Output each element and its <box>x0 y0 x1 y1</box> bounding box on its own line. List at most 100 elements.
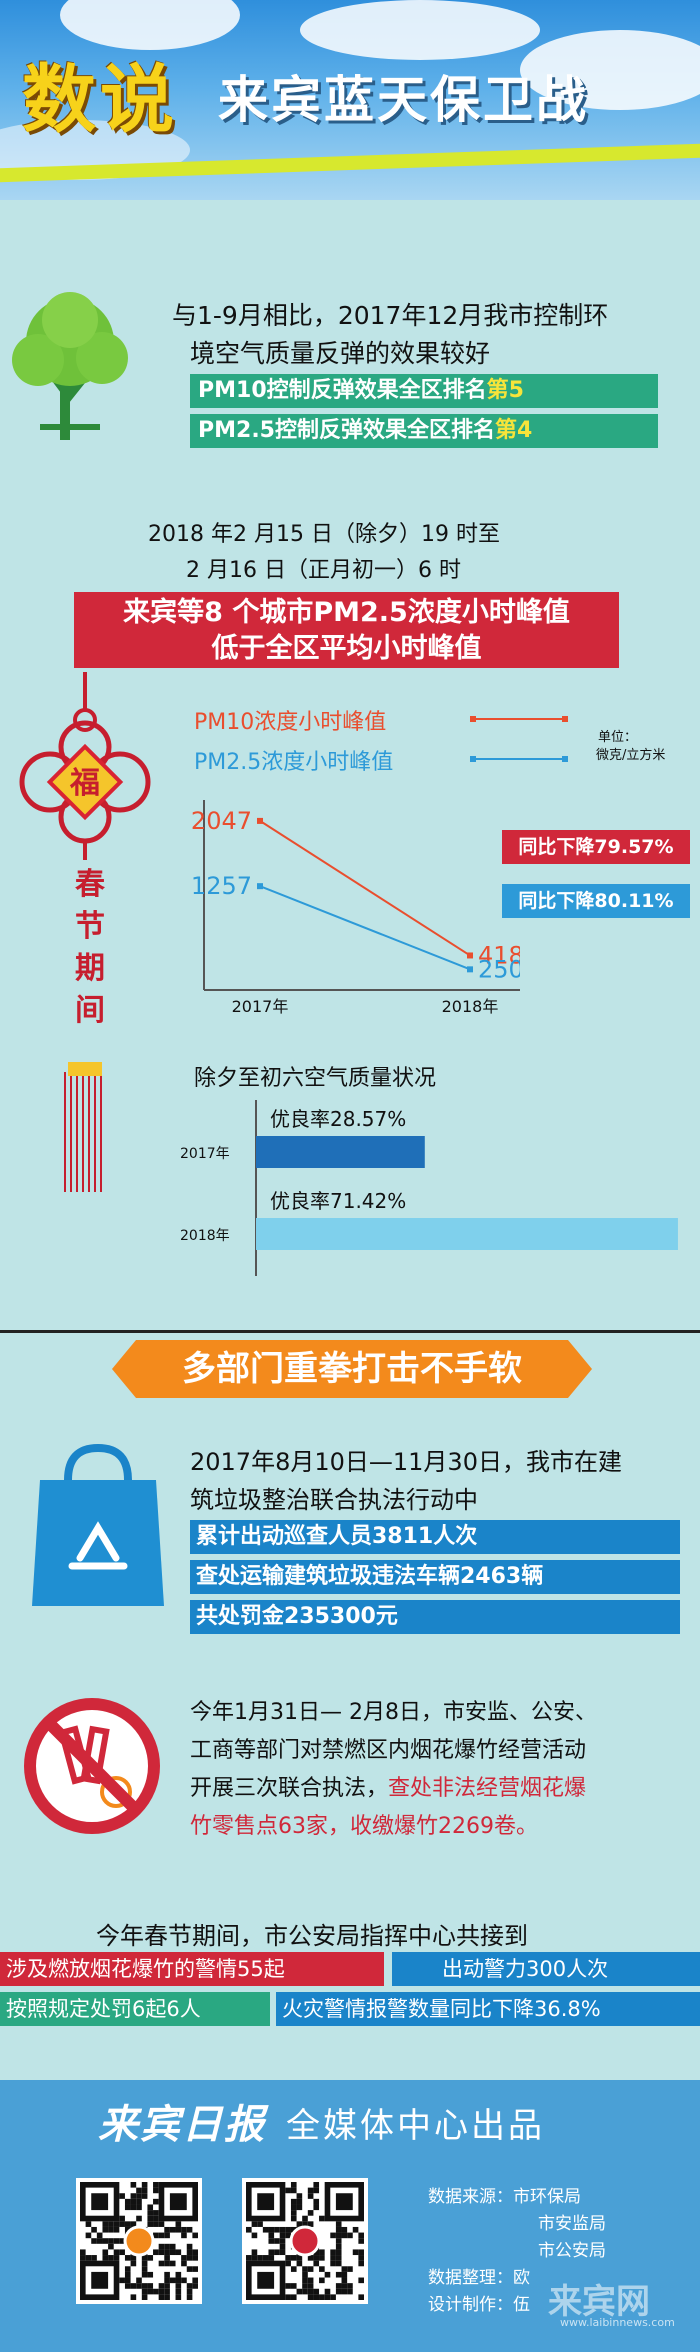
qr-module <box>335 2271 342 2278</box>
qr-module <box>285 2226 291 2233</box>
qr-module <box>307 2288 314 2295</box>
qr-module <box>285 2283 291 2289</box>
qr-module <box>307 2255 314 2261</box>
stat-bar: 查处运输建筑垃圾违法车辆2463辆 <box>190 1560 680 1594</box>
qr-module <box>153 2198 159 2205</box>
qr-module <box>141 2271 148 2278</box>
qr-module <box>313 2249 320 2256</box>
qr-module <box>96 2238 103 2244</box>
qr-module <box>186 2249 193 2256</box>
qr-module <box>175 2283 182 2289</box>
qr-module <box>341 2288 348 2295</box>
series-line <box>259 820 471 957</box>
qr-code-icon[interactable] <box>76 2178 202 2304</box>
credits: 数据来源：市环保局 市安监局 市公安局 数据整理：欧 设计制作：伍 <box>428 2184 606 2319</box>
qr-module <box>319 2249 325 2256</box>
qr-module <box>164 2283 170 2289</box>
qr-module <box>296 2288 303 2295</box>
bar-value-label: 优良率28.57% <box>270 1107 406 1131</box>
qr-module <box>285 2260 291 2267</box>
qr-module <box>296 2260 303 2267</box>
block2-text: 今年1月31日— 2月8日，市安监、公安、 工商等部门对禁燃区内烟花爆竹经营活动… <box>190 1694 690 1846</box>
qr-module <box>274 2238 280 2244</box>
bar <box>256 1218 678 1250</box>
qr-module <box>136 2187 142 2194</box>
qr-module <box>358 2232 364 2239</box>
qr-module <box>175 2226 182 2233</box>
pm25-drop-label: 同比下降80.11% <box>502 884 690 918</box>
qr-module <box>181 2226 187 2233</box>
qr-module <box>147 2283 154 2289</box>
qr-module <box>251 2255 258 2261</box>
qr-module <box>124 2266 131 2272</box>
qr-module <box>80 2255 86 2261</box>
qr-module <box>108 2226 114 2233</box>
bar <box>256 1136 425 1168</box>
block3-heading: 今年春节期间，市公安局指挥中心共接到 <box>96 1922 528 1950</box>
red-banner: 来宾等8 个城市PM2.5浓度小时峰值 低于全区平均小时峰值 <box>74 592 619 668</box>
qr-module <box>335 2243 342 2250</box>
qr-module <box>279 2249 286 2256</box>
qr-module <box>319 2266 325 2272</box>
qr-module <box>274 2226 280 2233</box>
qr-module <box>296 2193 303 2199</box>
qr-module <box>358 2238 364 2244</box>
qr-module <box>136 2215 142 2222</box>
qr-module <box>124 2226 131 2233</box>
qr-module <box>246 2226 252 2233</box>
qr-module <box>124 2198 131 2205</box>
qr-module <box>164 2226 170 2233</box>
block2-highlight: 查处非法经营烟花爆 <box>388 1776 587 1801</box>
qr-module <box>296 2204 303 2211</box>
qr-module <box>268 2226 275 2233</box>
qr-module <box>119 2215 125 2222</box>
qr-module <box>251 2249 258 2256</box>
qr-module <box>324 2288 331 2295</box>
qr-module <box>335 2226 342 2233</box>
qr-module <box>164 2255 170 2261</box>
qr-module <box>319 2255 325 2261</box>
qr-module <box>147 2221 154 2227</box>
qr-module <box>119 2221 125 2227</box>
block2-line: 工商等部门对禁燃区内烟花爆竹经营活动 <box>190 1738 587 1763</box>
qr-module <box>268 2255 275 2261</box>
date-line: 2018 年2 月15 日（除夕）19 时至 <box>148 522 500 547</box>
qr-module <box>113 2255 120 2261</box>
title-highlight: 数说 <box>22 57 178 143</box>
qr-module <box>279 2243 286 2250</box>
qr-module <box>290 2283 297 2289</box>
qr-module <box>285 2294 291 2300</box>
qr-module <box>358 2249 364 2256</box>
qr-module <box>302 2266 308 2272</box>
alert-strip: 出动警力300人次 <box>392 1952 700 1986</box>
legend-pm10-swatch <box>470 716 568 722</box>
qr-code-icon[interactable] <box>242 2178 368 2304</box>
qr-module <box>330 2232 336 2239</box>
qr-module <box>147 2210 154 2216</box>
qr-module <box>302 2283 308 2289</box>
qr-module <box>96 2232 103 2239</box>
qr-module <box>313 2204 320 2211</box>
qr-module <box>330 2260 336 2267</box>
qr-module <box>186 2255 193 2261</box>
design-value: 伍 <box>513 2295 530 2315</box>
data-point <box>257 817 263 824</box>
qr-module <box>192 2232 198 2239</box>
qr-module <box>352 2226 359 2233</box>
intro-line: 与1-9月相比，2017年12月我市控制环 <box>172 301 609 330</box>
block2-line: 今年1月31日— 2月8日，市安监、公安、 <box>190 1700 597 1725</box>
qr-module <box>290 2266 297 2272</box>
qr-module <box>108 2255 114 2261</box>
qr-module <box>186 2294 193 2300</box>
qr-module <box>153 2249 159 2256</box>
qr-module <box>330 2255 336 2261</box>
vertical-label: 春 节 期 间 <box>70 864 110 1032</box>
qr-module <box>290 2226 297 2233</box>
qr-module <box>302 2271 308 2278</box>
qr-module <box>307 2277 314 2284</box>
qr-module <box>186 2226 193 2233</box>
qr-finder <box>91 2271 109 2289</box>
data-point <box>467 966 473 973</box>
qr-module <box>124 2277 131 2284</box>
qr-module <box>307 2210 314 2216</box>
